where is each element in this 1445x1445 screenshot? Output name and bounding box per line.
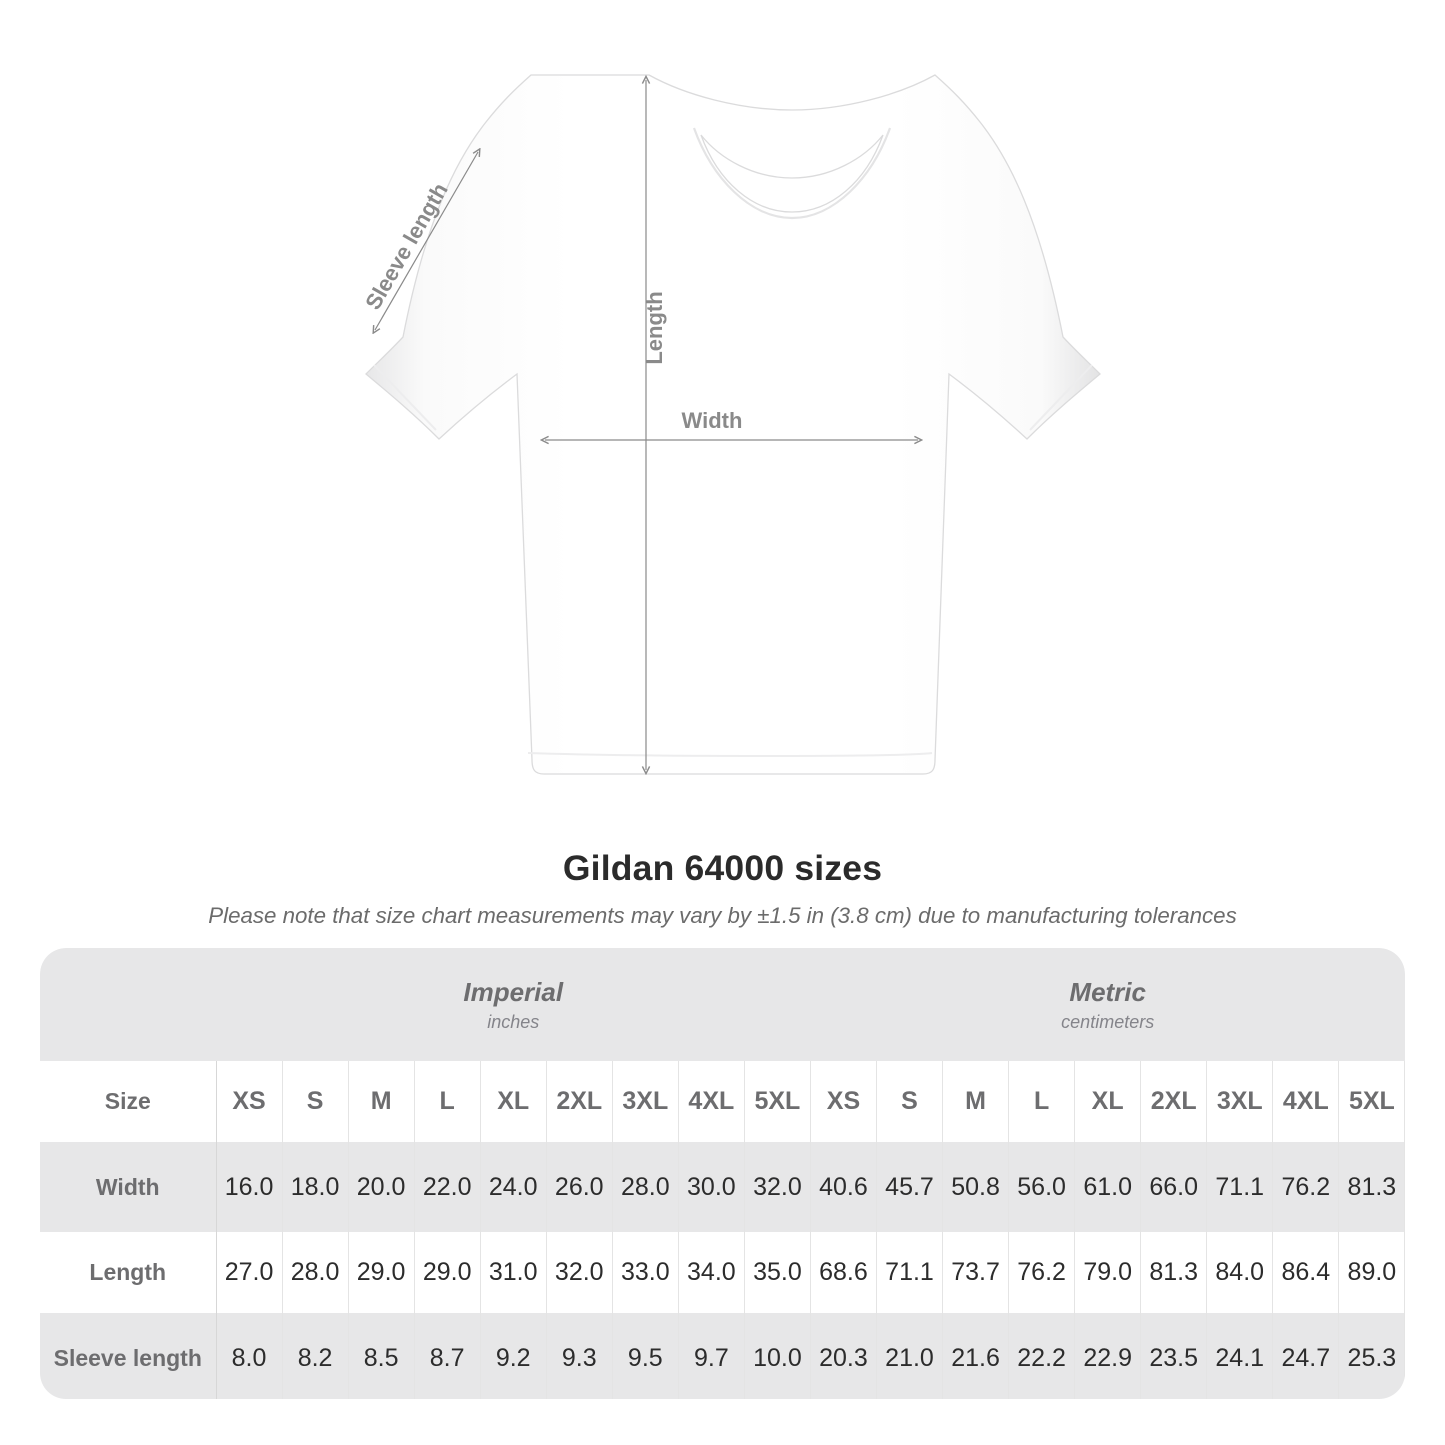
svg-text:Length: Length xyxy=(642,291,667,364)
svg-text:Width: Width xyxy=(682,408,743,433)
